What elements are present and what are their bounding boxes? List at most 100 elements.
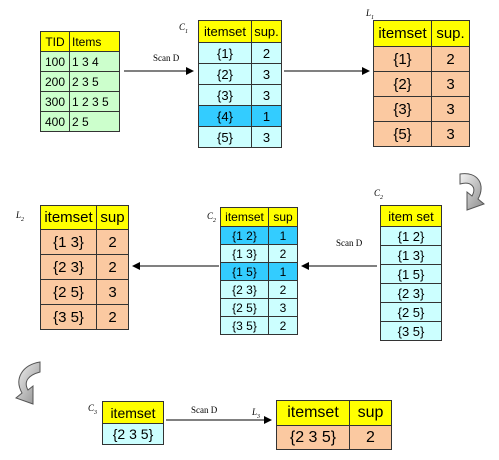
column-header-itemset: itemset: [276, 400, 350, 426]
itemset-cell: {2 3}: [40, 254, 97, 280]
table-header-row: itemset: [102, 401, 164, 424]
scan-label-3: Scan D: [191, 405, 218, 415]
support-cell: 2: [96, 254, 129, 280]
table-row: {3 5}: [380, 321, 442, 341]
c2-counted-table: itemset sup {1 2} 1 {1 3} 2 {1 5} 1 {2 3…: [220, 207, 298, 335]
itemset-cell: {2 3 5}: [102, 423, 164, 445]
table-header-row: item set: [380, 205, 442, 227]
support-cell: 2: [349, 425, 392, 450]
l3-table: itemset sup {2 3 5} 2: [276, 400, 392, 450]
table-header-row: TID Items: [40, 31, 120, 52]
table-row: {2 5} 3: [40, 279, 129, 305]
c2-counted-label: C2: [207, 211, 217, 224]
itemset-cell: {1}: [373, 46, 432, 72]
column-header-itemset: itemset: [220, 207, 269, 227]
column-header-support: sup: [268, 207, 298, 227]
items-cell: 1 2 3 5: [69, 91, 120, 112]
support-cell: 1: [268, 262, 298, 281]
support-cell: 3: [251, 63, 282, 85]
itemset-cell: {2 5}: [380, 302, 442, 322]
support-cell: 2: [431, 46, 470, 72]
table-row: {3 5} 2: [40, 304, 129, 330]
table-row: {2 5}: [380, 302, 442, 322]
l2-label: L2: [16, 210, 25, 223]
table-row: 200 2 3 5: [40, 71, 120, 92]
table-row: 300 1 2 3 5: [40, 91, 120, 112]
support-cell: 2: [268, 316, 298, 335]
table-row: {1 3}: [380, 245, 442, 265]
items-cell: 1 3 4: [69, 51, 120, 72]
table-row: {3 5} 2: [220, 316, 298, 335]
table-row: {2 5} 3: [220, 298, 298, 317]
table-row: {2} 3: [373, 71, 470, 97]
support-cell: 3: [268, 298, 298, 317]
column-header-itemset: itemset: [40, 205, 97, 230]
itemset-cell: {2}: [198, 63, 252, 85]
l1-table: itemset sup. {1} 2 {2} 3 {3} 3 {5} 3: [373, 20, 470, 147]
table-row-pruned: {1 2} 1: [220, 226, 298, 245]
table-header-row: itemset sup.: [373, 20, 470, 47]
table-row-pruned: {1 5} 1: [220, 262, 298, 281]
support-cell: 1: [251, 105, 282, 127]
itemset-cell: {1 5}: [220, 262, 269, 281]
l3-label: L3: [252, 407, 261, 420]
itemset-cell: {4}: [198, 105, 252, 127]
table-row: {1} 2: [373, 46, 470, 72]
support-cell: 3: [251, 126, 282, 148]
table-header-row: itemset sup: [276, 400, 392, 426]
c2-candidates-table: item set {1 2} {1 3} {1 5} {2 3} {2 5} {…: [380, 205, 442, 341]
table-row: {1} 2: [198, 42, 282, 64]
table-row: {1 3} 2: [220, 244, 298, 263]
c1-table: itemset sup. {1} 2 {2} 3 {3} 3 {4} 1 {5}…: [198, 20, 282, 148]
support-cell: 1: [268, 226, 298, 245]
itemset-cell: {2 3}: [380, 283, 442, 303]
curved-arrow-right: [459, 173, 485, 211]
column-header-support: sup.: [431, 20, 470, 47]
itemset-cell: {2 3 5}: [276, 425, 350, 450]
transaction-db-table: TID Items 100 1 3 4 200 2 3 5 300 1 2 3 …: [40, 31, 120, 132]
table-row: {2} 3: [198, 63, 282, 85]
itemset-cell: {2 5}: [220, 298, 269, 317]
c1-label: C1: [179, 22, 189, 35]
l1-label: L1: [366, 8, 375, 21]
itemset-cell: {2 5}: [40, 279, 97, 305]
tid-cell: 400: [40, 111, 70, 132]
tid-cell: 200: [40, 71, 70, 92]
table-header-row: itemset sup.: [198, 20, 282, 43]
support-cell: 2: [96, 229, 129, 255]
column-header-itemset: item set: [380, 205, 442, 227]
scan-label-1: Scan D: [153, 53, 180, 63]
column-header-itemset: itemset: [373, 20, 432, 47]
table-row: {1 3} 2: [40, 229, 129, 255]
itemset-cell: {1}: [198, 42, 252, 64]
itemset-cell: {5}: [373, 121, 432, 147]
table-row: {5} 3: [198, 126, 282, 148]
table-row: {1 2}: [380, 226, 442, 246]
table-row: {3} 3: [373, 96, 470, 122]
table-row: {2 3 5} 2: [276, 425, 392, 450]
tid-cell: 300: [40, 91, 70, 112]
curved-arrow-left: [15, 361, 41, 405]
table-row: {2 3}: [380, 283, 442, 303]
column-header-support: sup: [96, 205, 129, 230]
items-cell: 2 3 5: [69, 71, 120, 92]
table-row: {3} 3: [198, 84, 282, 106]
table-row: {1 5}: [380, 264, 442, 284]
l2-table: itemset sup {1 3} 2 {2 3} 2 {2 5} 3 {3 5…: [40, 205, 129, 330]
itemset-cell: {2 3}: [220, 280, 269, 299]
support-cell: 2: [268, 244, 298, 263]
itemset-cell: {5}: [198, 126, 252, 148]
support-cell: 2: [96, 304, 129, 330]
itemset-cell: {3 5}: [220, 316, 269, 335]
itemset-cell: {1 5}: [380, 264, 442, 284]
table-header-row: itemset sup: [40, 205, 129, 230]
itemset-cell: {2}: [373, 71, 432, 97]
support-cell: 3: [431, 96, 470, 122]
column-header-itemset: itemset: [198, 20, 252, 43]
column-header-itemset: itemset: [102, 401, 164, 424]
table-row: 100 1 3 4: [40, 51, 120, 72]
table-row: {5} 3: [373, 121, 470, 147]
column-header-support: sup.: [251, 20, 282, 43]
support-cell: 2: [268, 280, 298, 299]
